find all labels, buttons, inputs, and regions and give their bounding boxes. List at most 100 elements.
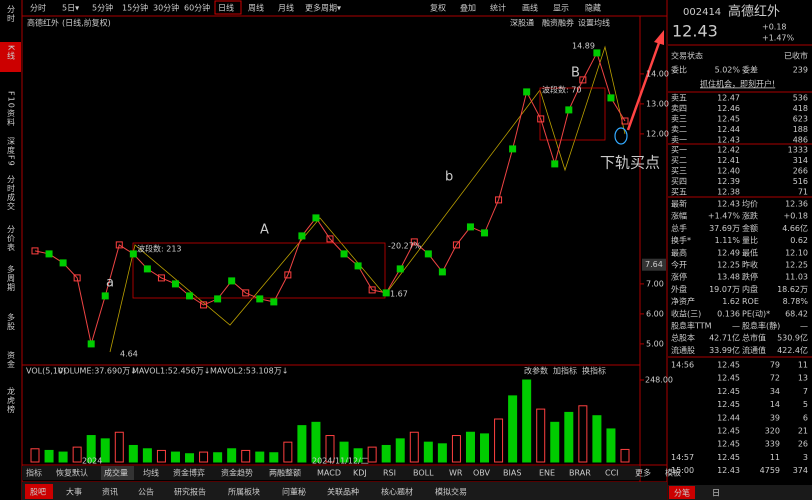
nav-tab[interactable]: 关联品种	[327, 487, 359, 497]
book-volume: 486	[793, 136, 808, 145]
toolbar-button[interactable]: 更多周期▾	[305, 3, 341, 13]
nav-tab[interactable]: 资讯	[102, 487, 118, 497]
book-price: 12.41	[717, 156, 740, 165]
indicator-tab[interactable]: KDJ	[353, 469, 367, 478]
status: 已收市	[784, 51, 808, 61]
toolbar-button[interactable]: 日线	[218, 3, 234, 13]
candle	[115, 241, 123, 249]
toolbar-button[interactable]: 60分钟	[184, 3, 210, 13]
volume-bar	[185, 453, 195, 463]
sidebar-tab[interactable]: K线	[7, 45, 16, 60]
nav-tab[interactable]: 公告	[138, 487, 154, 497]
stat: 4.66亿	[782, 223, 808, 233]
toolbar-button[interactable]: 复权	[430, 3, 446, 13]
toolbar-button[interactable]: 月线	[278, 3, 294, 13]
toolbar-button[interactable]: 周线	[248, 3, 264, 13]
book-label: 买一	[671, 146, 687, 155]
indicator-tab[interactable]: BOLL	[413, 469, 434, 478]
toolbar-button[interactable]: 画线	[522, 3, 538, 13]
sidebar-tab[interactable]: 分时成交	[7, 175, 16, 211]
toolbar-button[interactable]: 统计	[490, 3, 506, 13]
indicator-tab[interactable]: MACD	[317, 469, 341, 478]
ratio: 5.02%	[715, 66, 741, 75]
indicator-tab[interactable]: RSI	[383, 469, 396, 478]
book-price: 12.46	[717, 104, 740, 113]
volume-bar	[437, 443, 447, 463]
indicator-tab[interactable]: 模板	[665, 468, 681, 478]
volume-bar	[241, 449, 251, 463]
indicator-tab[interactable]: WR	[449, 469, 463, 478]
candle	[171, 280, 179, 288]
sidebar-tab[interactable]: 深度F9	[7, 137, 16, 167]
sidebar-tab[interactable]: F10资料	[7, 91, 16, 127]
tick-count: 3	[803, 453, 808, 462]
indicator-tab[interactable]: 更多	[635, 468, 651, 478]
panel-tab[interactable]: 分笔	[674, 488, 690, 498]
ratio: 239	[793, 66, 808, 75]
indicator-tab[interactable]: 指标	[26, 468, 42, 478]
volume-bar	[480, 433, 490, 463]
annotation: 下轨买点	[600, 154, 660, 172]
tick-volume: 39	[770, 413, 780, 422]
stat: 0.62	[790, 236, 808, 245]
sidebar-tab[interactable]: 资金	[7, 350, 16, 369]
indicator-tab[interactable]: 两融整额	[269, 468, 301, 478]
sidebar-tab[interactable]: 多股	[7, 312, 16, 331]
indicator-tab[interactable]: ENE	[539, 469, 555, 478]
y-tick-label: 13.00	[646, 99, 669, 108]
nav-tab[interactable]: 核心题材	[381, 487, 413, 497]
volume-link[interactable]: 改参数	[524, 366, 548, 376]
stat: 涨跌	[742, 211, 758, 221]
nav-tab[interactable]: 问董秘	[282, 487, 306, 497]
chart-link[interactable]: 深股通	[510, 18, 534, 28]
indicator-tab[interactable]: 成交量	[104, 468, 128, 478]
nav-tab[interactable]: 所属板块	[228, 487, 260, 497]
chart-link[interactable]: 设置均线	[578, 18, 610, 28]
toolbar-button[interactable]: 分时	[30, 3, 46, 13]
volume-link[interactable]: 加指标	[553, 366, 577, 376]
tick-count: 374	[793, 466, 808, 475]
sidebar-tab[interactable]: 分价表	[7, 225, 16, 252]
sidebar-tab[interactable]: 龙虎榜	[7, 386, 16, 414]
tabs-bg	[668, 485, 812, 500]
tick-count: 6	[803, 413, 808, 422]
annotation: 4.64	[120, 350, 138, 359]
toolbar-button[interactable]: 隐藏	[585, 3, 601, 13]
cursor-box	[642, 258, 666, 271]
stat: 68.42	[785, 309, 808, 318]
nav-tab[interactable]: 股吧	[30, 488, 46, 497]
candle	[452, 241, 460, 249]
indicator-tab[interactable]: 均线	[143, 468, 159, 478]
indicator-tab[interactable]: CCI	[605, 469, 619, 478]
tick-volume: 34	[770, 387, 780, 396]
toolbar-button[interactable]: 15分钟	[122, 3, 148, 13]
indicator-tab[interactable]: BRAR	[569, 469, 591, 478]
nav-tab[interactable]: 大事	[66, 487, 82, 497]
nav-tab[interactable]: 模拟交易	[435, 487, 467, 497]
indicator-tab[interactable]: 资金趋势	[221, 468, 253, 478]
change: +0.18	[762, 23, 787, 32]
panel-tab[interactable]: 日	[712, 489, 720, 498]
indicator-tab[interactable]: 恢复默认	[56, 468, 88, 478]
book-label: 卖五	[671, 94, 687, 103]
volume-bar	[339, 441, 349, 463]
toolbar-button[interactable]: 30分钟	[153, 3, 179, 13]
promo-link[interactable]: 抓住机会，即刻开户!	[700, 79, 775, 89]
sidebar-tab[interactable]: 分时	[7, 5, 16, 23]
x-date: 2024/11/12/二	[312, 457, 369, 466]
toolbar-button[interactable]: 5日▾	[62, 4, 79, 13]
stat: 12.49	[717, 248, 740, 257]
nav-tab[interactable]: 研究报告	[174, 487, 206, 497]
sidebar-tab[interactable]: 多周期	[7, 264, 16, 292]
volume-bar	[128, 444, 138, 463]
stat: 换手*	[671, 235, 691, 245]
indicator-tab[interactable]: 资金博弈	[173, 468, 205, 478]
volume-link[interactable]: 换指标	[582, 366, 606, 376]
toolbar-button[interactable]: 显示	[553, 4, 569, 13]
chart-link[interactable]: 融资融券	[542, 18, 574, 28]
toolbar-button[interactable]: 5分钟	[92, 3, 113, 13]
indicator-tab[interactable]: BIAS	[503, 469, 521, 478]
stat: 量比	[742, 235, 758, 245]
toolbar-button[interactable]: 叠加	[460, 3, 476, 13]
indicator-tab[interactable]: OBV	[473, 469, 491, 478]
